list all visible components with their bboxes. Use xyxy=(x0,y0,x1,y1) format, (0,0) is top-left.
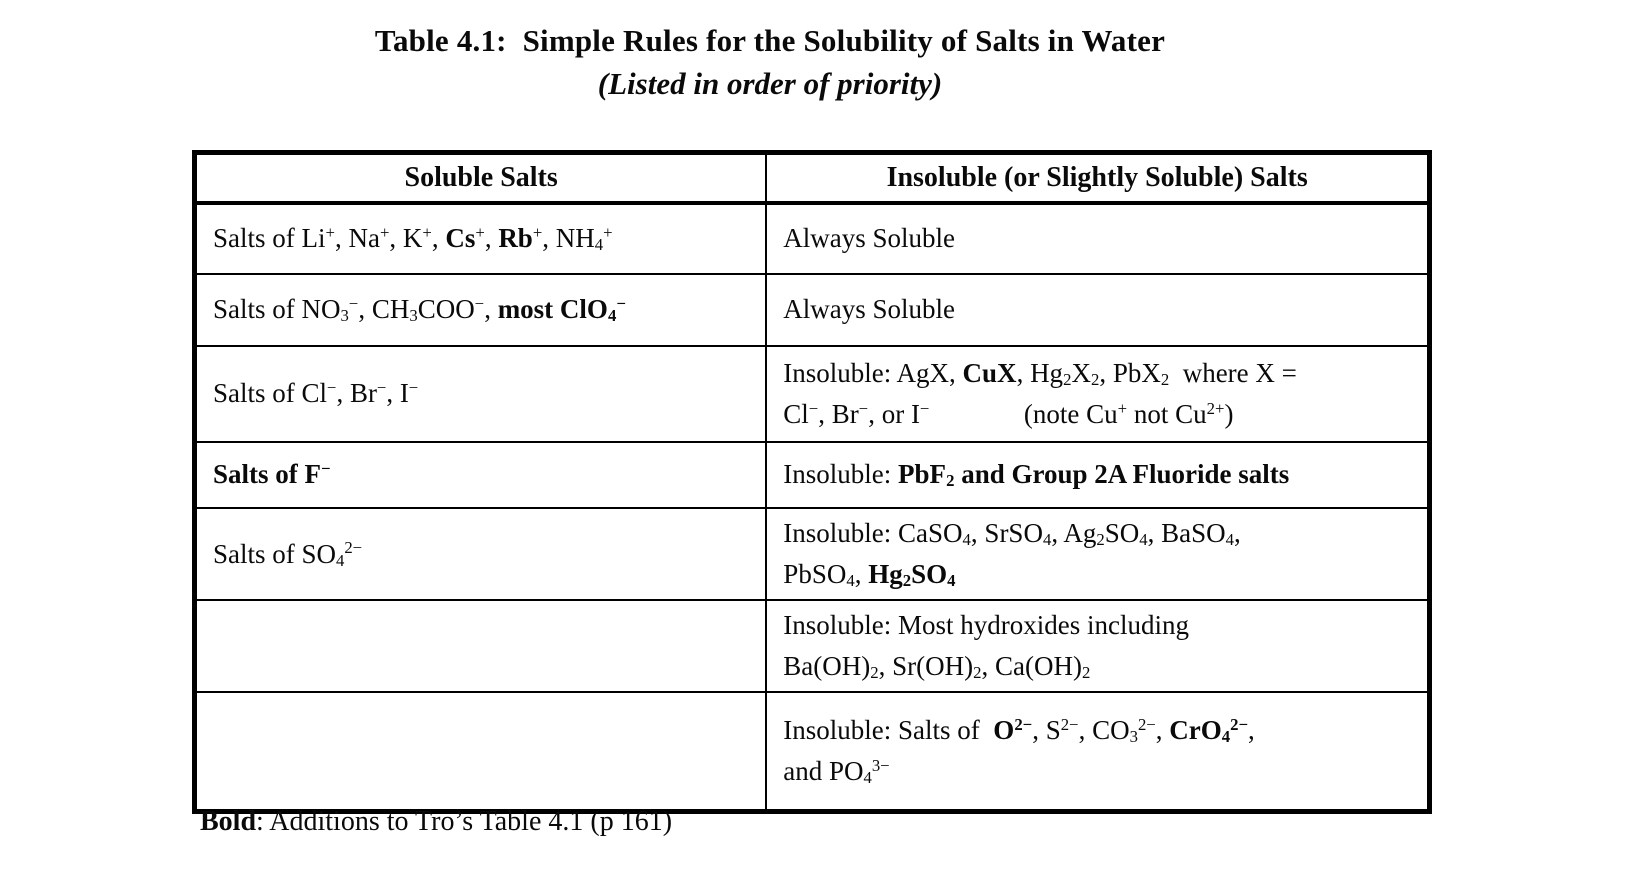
insoluble-cell: Insoluble: CaSO4, SrSO4, Ag2SO4, BaSO4, P… xyxy=(765,506,1431,602)
insoluble-cell: Insoluble: Salts of O2−, S2−, CO32−, CrO… xyxy=(765,691,1431,813)
row-halides: Salts of Cl−, Br−, I− Insoluble: AgX, Cu… xyxy=(193,345,1431,443)
title-line-1: Table 4.1: Simple Rules for the Solubili… xyxy=(374,23,1166,58)
soluble-cell: Salts of F− xyxy=(193,441,768,509)
header-soluble-salts: Soluble Salts xyxy=(193,151,768,205)
insoluble-cell: Insoluble: AgX, CuX, Hg2X2, PbX2 where X… xyxy=(765,345,1431,443)
soluble-cell: Salts of SO42− xyxy=(193,506,768,602)
document-title: Table 4.1: Simple Rules for the Solubili… xyxy=(140,20,1400,106)
soluble-cell: Salts of Cl−, Br−, I− xyxy=(193,345,768,443)
soluble-cell xyxy=(193,599,768,694)
soluble-cell: Salts of NO3−, CH3COO−, most ClO4− xyxy=(193,273,768,347)
row-nitrate-acetate-perchlorate: Salts of NO3−, CH3COO−, most ClO4− Alway… xyxy=(193,273,1431,347)
footnote: Bold: Additions to Tro’s Table 4.1 (p 16… xyxy=(200,806,673,837)
insoluble-cell: Always Soluble xyxy=(765,202,1431,275)
solubility-table: Soluble Salts Insoluble (or Slightly Sol… xyxy=(192,150,1432,815)
header-insoluble-salts: Insoluble (or Slightly Soluble) Salts xyxy=(765,151,1431,205)
title-line-2: (Listed in order of priority) xyxy=(597,65,943,101)
row-oxide-sulfide-carbonate: Insoluble: Salts of O2−, S2−, CO32−, CrO… xyxy=(193,691,1431,813)
insoluble-cell: Always Soluble xyxy=(765,273,1431,347)
row-sulfate: Salts of SO42− Insoluble: CaSO4, SrSO4, … xyxy=(193,506,1431,602)
insoluble-cell: Insoluble: Most hydroxides including Ba(O… xyxy=(765,599,1431,694)
row-hydroxides: Insoluble: Most hydroxides including Ba(O… xyxy=(193,599,1431,694)
soluble-cell xyxy=(193,691,768,813)
row-fluoride: Salts of F− Insoluble: PbF2 and Group 2A… xyxy=(193,441,1431,509)
header-row: Soluble Salts Insoluble (or Slightly Sol… xyxy=(193,151,1431,205)
soluble-cell: Salts of Li+, Na+, K+, Cs+, Rb+, NH4+ xyxy=(193,202,768,275)
row-alkali-cations: Salts of Li+, Na+, K+, Cs+, Rb+, NH4+ Al… xyxy=(193,202,1431,275)
insoluble-cell: Insoluble: PbF2 and Group 2A Fluoride sa… xyxy=(765,441,1431,509)
